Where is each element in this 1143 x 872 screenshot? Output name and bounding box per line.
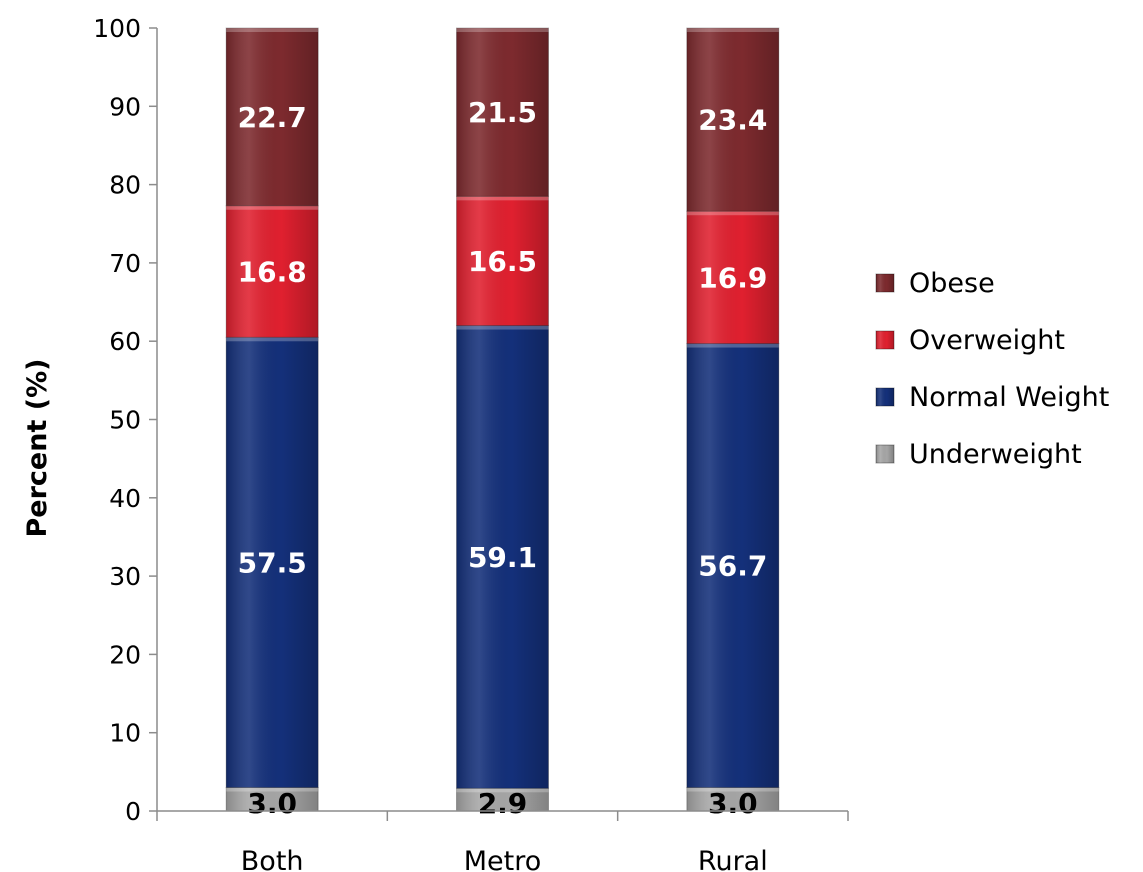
data-label-normal-weight: 57.5	[238, 546, 307, 579]
bar-segment-highlight	[686, 787, 779, 792]
x-category-label: Rural	[698, 846, 768, 872]
data-label-overweight: 16.9	[698, 261, 767, 294]
y-tick-label: 10	[109, 719, 141, 748]
bar-segment-highlight	[456, 325, 549, 330]
x-axis: Both Metro Rural	[156, 810, 849, 872]
bar-segment-highlight	[456, 28, 549, 32]
legend-item-underweight: Underweight	[875, 439, 1082, 470]
legend: Obese Overweight Normal Weight Underweight	[875, 268, 1109, 470]
bar-segment-highlight	[226, 337, 319, 342]
bars: 3.0 57.5 16.8 22.7 2.9 59.1 16.5 21.5 3.0 56.7 16.…	[225, 27, 780, 820]
data-label-overweight: 16.5	[468, 245, 537, 278]
legend-label: Underweight	[909, 439, 1082, 470]
bar-segment-highlight	[226, 787, 319, 792]
data-label-normal-weight: 59.1	[468, 541, 537, 574]
data-label-obese: 22.7	[238, 101, 307, 134]
bar-segment-highlight	[226, 205, 319, 210]
legend-swatch-shading	[876, 388, 894, 406]
data-label-obese: 21.5	[468, 96, 537, 129]
bar-segment-highlight	[686, 28, 779, 32]
bar-stack-rural: 3.0 56.7 16.9 23.4	[686, 27, 780, 820]
bar-segment-highlight	[226, 28, 319, 32]
data-label-underweight: 2.9	[478, 787, 528, 820]
legend-item-overweight: Overweight	[875, 325, 1065, 356]
y-tick-label: 30	[109, 562, 141, 591]
data-label-obese: 23.4	[698, 104, 767, 137]
x-category-label: Both	[241, 846, 304, 872]
data-label-underweight: 3.0	[708, 787, 758, 820]
y-tick-label: 20	[109, 640, 141, 669]
y-tick-label: 100	[93, 14, 141, 43]
legend-label: Normal Weight	[909, 382, 1109, 413]
bar-stack-metro: 2.9 59.1 16.5 21.5	[456, 27, 549, 820]
y-tick-label: 60	[109, 327, 141, 356]
legend-label: Obese	[909, 268, 995, 299]
bar-segment-highlight	[686, 343, 779, 348]
legend-item-normal-weight: Normal Weight	[875, 382, 1109, 413]
legend-item-obese: Obese	[875, 268, 995, 299]
data-label-overweight: 16.8	[238, 256, 307, 289]
legend-swatch-shading	[876, 274, 894, 292]
y-tick-label: 90	[109, 92, 141, 121]
y-axis: 0 10 20 30 40 50 60 70 80 90 100	[93, 14, 158, 826]
y-tick-label: 40	[109, 484, 141, 513]
bar-segment-highlight	[456, 196, 549, 201]
y-tick-label: 80	[109, 171, 141, 200]
bar-stack-both: 3.0 57.5 16.8 22.7	[225, 27, 319, 820]
bar-segment-highlight	[456, 788, 549, 793]
y-axis-label: Percent (%)	[22, 359, 53, 538]
legend-label: Overweight	[909, 325, 1065, 356]
legend-swatch-shading	[876, 445, 894, 463]
bar-segment-highlight	[686, 211, 779, 216]
y-tick-label: 50	[109, 406, 141, 435]
y-tick-label: 0	[125, 797, 141, 826]
legend-swatch-shading	[876, 331, 894, 349]
y-tick-label: 70	[109, 249, 141, 278]
x-category-label: Metro	[464, 846, 542, 872]
data-label-normal-weight: 56.7	[698, 550, 767, 583]
data-label-underweight: 3.0	[247, 787, 297, 820]
